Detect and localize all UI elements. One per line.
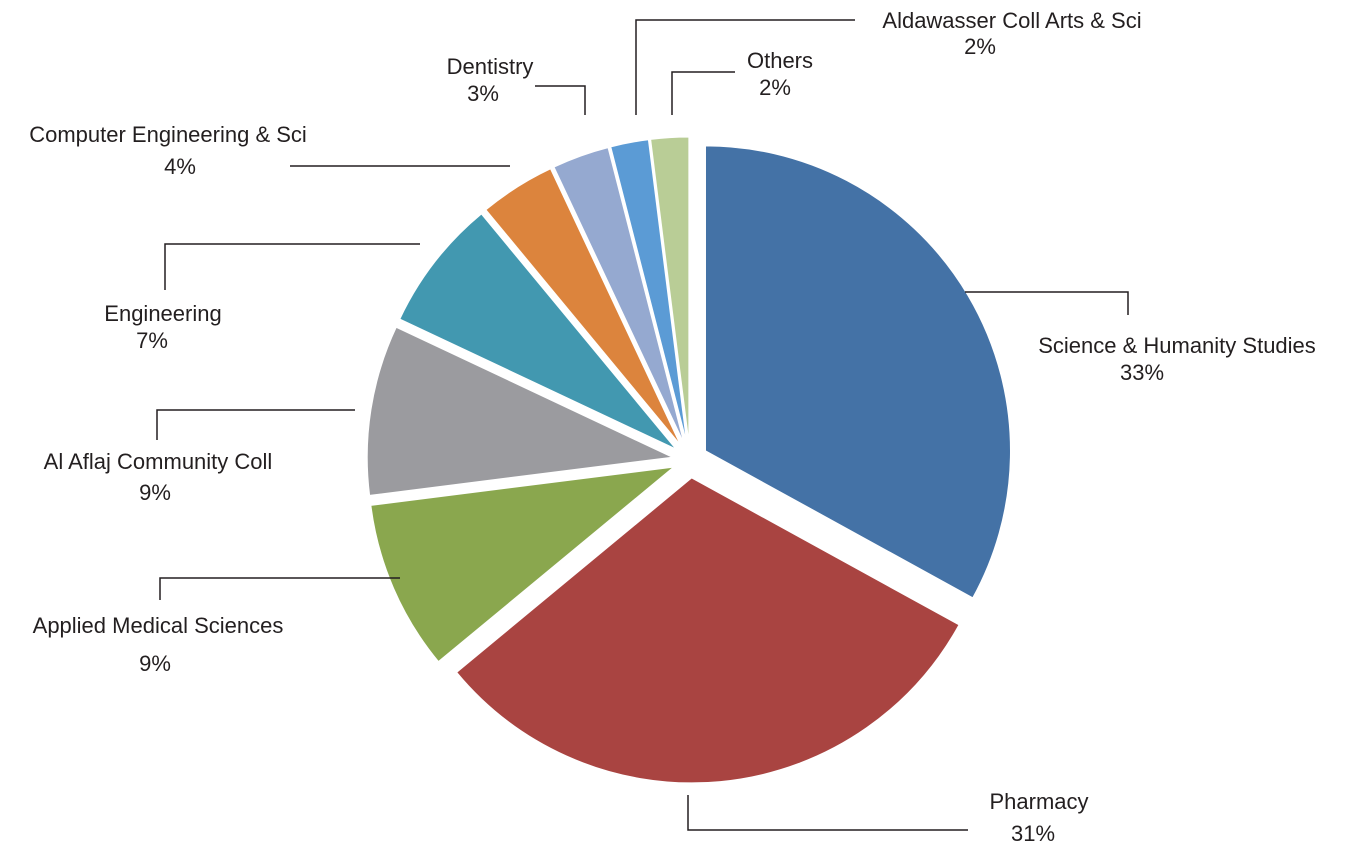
pie-slice [366, 326, 674, 496]
slice-value-label: 9% [139, 480, 171, 505]
pie-slice [650, 136, 690, 443]
leader-line [671, 71, 735, 115]
slice-label: Others [747, 48, 813, 73]
leader-line [159, 577, 400, 600]
leader-line [156, 409, 355, 440]
slice-label: Computer Engineering & Sci [29, 122, 307, 147]
leader-line [164, 243, 420, 290]
pie-slice [610, 139, 688, 443]
slice-label: Science & Humanity Studies [1038, 333, 1316, 358]
leader-line [535, 85, 586, 115]
slice-value-label: 4% [164, 154, 196, 179]
pie-slice [455, 477, 960, 784]
slice-value-label: 3% [467, 81, 499, 106]
leader-line [635, 19, 855, 115]
slice-label: Dentistry [447, 54, 534, 79]
slice-value-label: 9% [139, 651, 171, 676]
leader-line [965, 291, 1129, 315]
leader-line [687, 795, 968, 831]
pie-slice [485, 168, 681, 446]
slice-value-label: 33% [1120, 360, 1164, 385]
pie-slice [553, 147, 685, 444]
slice-value-label: 2% [759, 75, 791, 100]
slice-label: Applied Medical Sciences [33, 613, 284, 638]
pie-slice [399, 213, 677, 450]
slice-value-label: 31% [1011, 821, 1055, 846]
slice-label: Pharmacy [989, 789, 1088, 814]
pie-slice [704, 145, 1011, 599]
slice-label: Al Aflaj Community Coll [44, 449, 273, 474]
slice-value-label: 7% [136, 328, 168, 353]
slice-label: Aldawasser Coll Arts & Sci [882, 8, 1141, 33]
pie-slice [370, 466, 676, 663]
slice-label: Engineering [104, 301, 221, 326]
slice-value-label: 2% [964, 34, 996, 59]
